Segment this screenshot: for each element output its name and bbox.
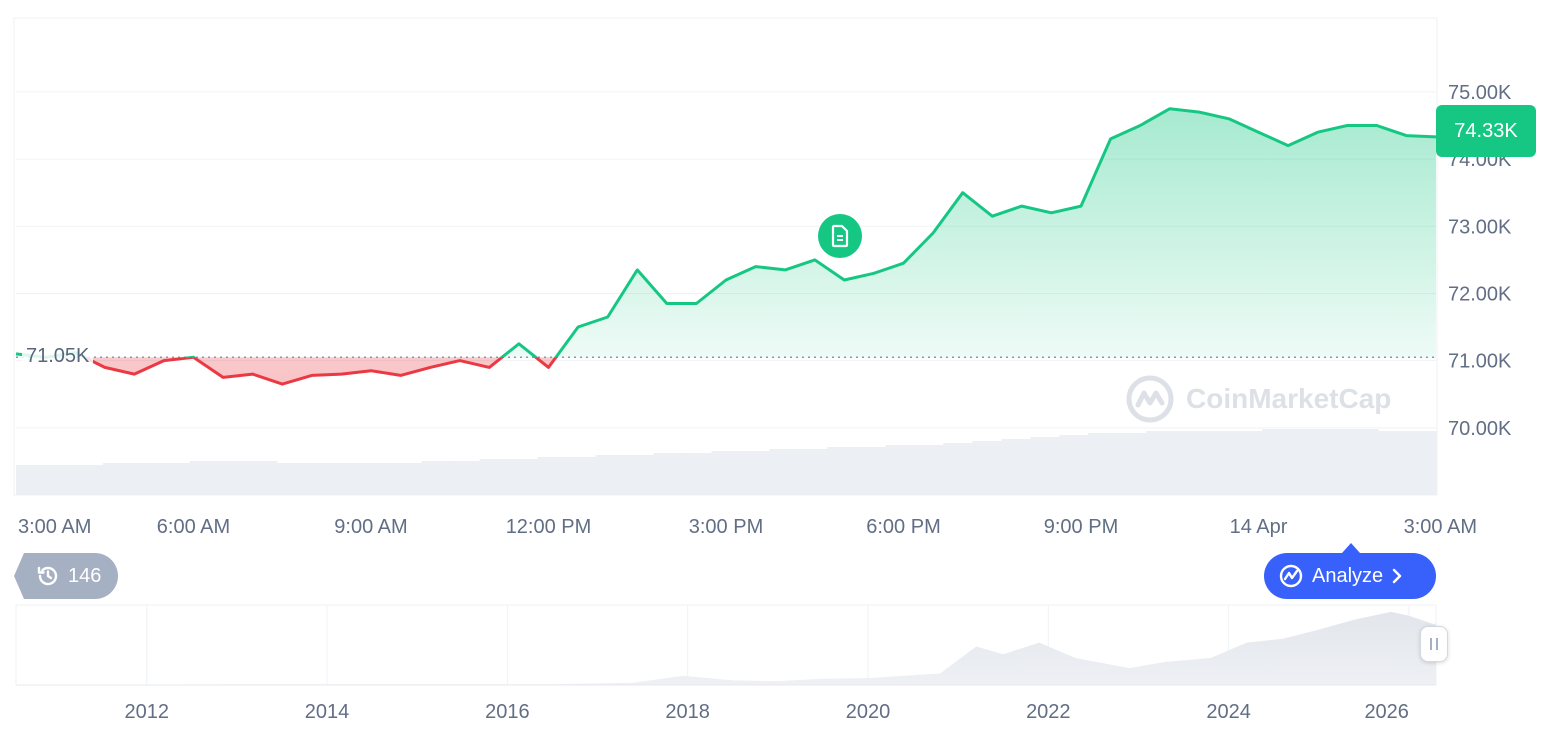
volume-bar [392,463,423,495]
volume-bar [1204,431,1234,495]
volume-bar [1407,431,1437,495]
volume-bar [189,461,220,495]
volume-bar [566,457,597,495]
volume-bar [595,455,626,495]
overview-year-axis: 2012 2014 2016 2018 2020 2022 2024 2026 [124,701,1408,723]
analyze-label: Analyze [1312,564,1384,587]
history-count: 146 [68,564,102,587]
volume-bar [885,445,915,495]
overview-area [16,611,1436,685]
volume-bar [1175,431,1205,495]
year-label: 2024 [1206,701,1251,723]
y-tick-label: 70.00K [1448,418,1512,440]
volume-bar [102,463,133,495]
volume-bar [1001,439,1031,495]
y-tick-label: 71.00K [1448,351,1512,373]
volume-bar [305,463,336,495]
watermark-text: CoinMarketCap [1186,383,1392,414]
overview-range-handle[interactable] [1420,626,1448,662]
volume-bar [1030,437,1060,495]
volume-bar [508,459,539,495]
x-tick-label: 6:00 AM [157,516,230,538]
x-tick-label: 3:00 AM [18,516,91,538]
volume-bar [218,461,249,495]
document-icon [831,224,849,248]
volume-bar [16,465,46,495]
volume-bar [711,451,741,495]
x-tick-label: 14 Apr [1230,516,1288,538]
volume-bar [537,457,568,495]
area-above-baseline [16,108,1436,358]
year-label: 2026 [1364,701,1409,723]
x-tick-label: 3:00 AM [1404,516,1477,538]
volume-bar [1233,431,1263,495]
current-price-badge: 74.33K [1436,105,1536,157]
price-areas [16,108,1436,385]
volume-bar [160,463,191,495]
volume-bar [44,465,75,495]
ai-chart-icon [1279,564,1303,588]
volume-bar [798,449,828,495]
volume-bar [421,461,452,495]
coinmarketcap-logo-icon [1126,375,1174,423]
news-marker[interactable] [818,214,862,258]
x-tick-label: 12:00 PM [506,516,592,538]
x-tick-label: 9:00 AM [334,516,407,538]
x-axis: 3:00 AM 6:00 AM 9:00 AM 12:00 PM 3:00 PM 6:00… [18,516,1477,538]
volume-bar [769,449,799,495]
volume-bar [1146,431,1176,495]
overview-gridlines [146,605,1410,685]
volume-bar [1262,429,1292,495]
volume-bar [1117,433,1147,495]
volume-bar [943,443,973,495]
year-label: 2022 [1026,701,1071,723]
volume-bar [450,461,481,495]
watermark: CoinMarketCap [1124,373,1391,425]
price-lines [15,107,1437,386]
volume-bar [1088,433,1118,495]
volume-bar [972,441,1002,495]
year-label: 2020 [846,701,891,723]
year-label: 2014 [305,701,350,723]
volume-bar [334,463,365,495]
volume-bar [73,465,104,495]
price-line-up [15,107,1437,358]
volume-bar [131,463,162,495]
y-tick-label: 75.00K [1448,82,1512,104]
year-label: 2012 [124,701,169,723]
volume-bar [740,451,770,495]
history-button[interactable]: 146 [14,553,118,599]
area-below-baseline [16,357,1436,385]
volume-bar [363,463,394,495]
analyze-button[interactable]: Analyze [1264,543,1436,599]
volume-bar [914,445,944,495]
x-tick-label: 9:00 PM [1044,516,1118,538]
chevron-right-icon [1392,568,1402,584]
history-clock-icon [37,566,58,586]
x-tick-label: 3:00 PM [689,516,763,538]
volume-bar [1378,431,1408,495]
volume-bar [479,459,510,495]
volume-bar [682,453,713,495]
price-line-down [32,357,558,386]
volume-bar [856,447,886,495]
volume-bar [1059,435,1089,495]
volume-bar [827,447,857,495]
volume-bars [16,429,1437,495]
x-tick-label: 6:00 PM [866,516,940,538]
year-label: 2018 [665,701,710,723]
volume-bar [653,453,684,495]
volume-bar [1291,429,1321,495]
volume-bar [624,455,655,495]
y-tick-label: 72.00K [1448,283,1512,305]
volume-bar [1320,429,1350,495]
volume-bar [247,461,278,495]
y-tick-label: 73.00K [1448,216,1512,238]
baseline-price-label: 71.05K [22,342,94,370]
volume-bar [276,463,307,495]
year-label: 2016 [485,701,530,723]
volume-bar [1349,429,1379,495]
